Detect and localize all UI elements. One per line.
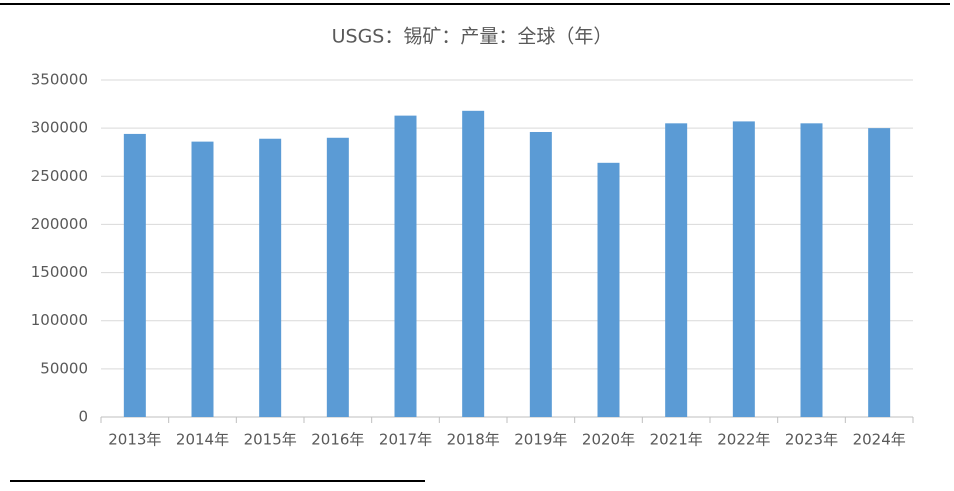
x-tick-label: 2021年 bbox=[650, 431, 703, 449]
y-tick-label: 150000 bbox=[31, 263, 88, 281]
bar bbox=[394, 115, 417, 417]
bar bbox=[191, 141, 214, 417]
y-tick-label: 350000 bbox=[31, 71, 88, 89]
bar bbox=[732, 121, 755, 417]
y-tick-label: 250000 bbox=[31, 167, 88, 185]
bar bbox=[462, 110, 485, 417]
x-tick-label: 2017年 bbox=[379, 431, 432, 449]
y-tick-label: 50000 bbox=[40, 359, 88, 377]
y-tick-label: 300000 bbox=[31, 119, 88, 137]
bar bbox=[665, 123, 688, 417]
x-tick-label: 2013年 bbox=[108, 431, 161, 449]
x-tick-label: 2018年 bbox=[447, 431, 500, 449]
chart-title: USGS：锡矿：产量：全球（年） bbox=[332, 26, 613, 48]
x-tick-label: 2022年 bbox=[717, 431, 770, 449]
x-tick-label: 2023年 bbox=[785, 431, 838, 449]
bar bbox=[868, 128, 891, 417]
bar bbox=[259, 138, 282, 417]
y-tick-label: 100000 bbox=[31, 311, 88, 329]
bar bbox=[123, 133, 146, 418]
bar bbox=[800, 123, 823, 417]
x-tick-label: 2016年 bbox=[311, 431, 364, 449]
bar bbox=[529, 131, 552, 417]
bar bbox=[326, 137, 349, 417]
x-tick-label: 2024年 bbox=[853, 431, 906, 449]
x-tick-label: 2015年 bbox=[244, 431, 297, 449]
x-tick-label: 2020年 bbox=[582, 431, 635, 449]
y-tick-label: 200000 bbox=[31, 215, 88, 233]
bar bbox=[597, 162, 620, 417]
x-tick-label: 2014年 bbox=[176, 431, 229, 449]
y-tick-label: 0 bbox=[78, 408, 88, 426]
x-tick-label: 2019年 bbox=[514, 431, 567, 449]
